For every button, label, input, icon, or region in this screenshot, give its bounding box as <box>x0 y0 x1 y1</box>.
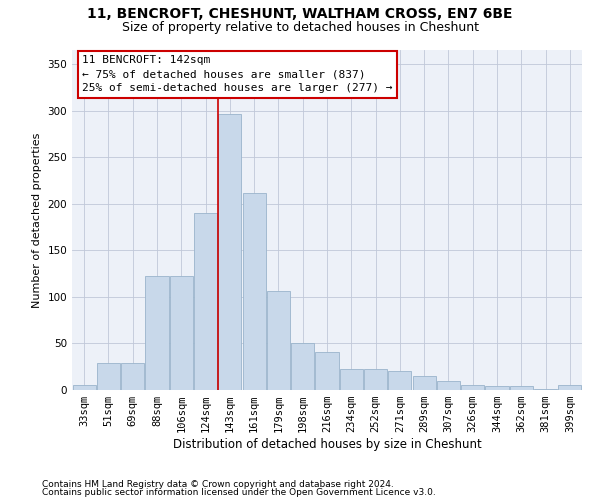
Bar <box>121 363 144 390</box>
Bar <box>194 213 217 390</box>
Bar <box>364 368 387 390</box>
Bar <box>559 386 581 390</box>
Bar <box>534 389 557 390</box>
Text: Size of property relative to detached houses in Cheshunt: Size of property relative to detached ho… <box>121 21 479 34</box>
Bar <box>73 386 95 390</box>
Text: 11, BENCROFT, CHESHUNT, WALTHAM CROSS, EN7 6BE: 11, BENCROFT, CHESHUNT, WALTHAM CROSS, E… <box>87 8 513 22</box>
Bar <box>485 386 509 390</box>
Bar <box>145 276 169 390</box>
X-axis label: Distribution of detached houses by size in Cheshunt: Distribution of detached houses by size … <box>173 438 481 451</box>
Bar <box>437 380 460 390</box>
Text: 11 BENCROFT: 142sqm
← 75% of detached houses are smaller (837)
25% of semi-detac: 11 BENCROFT: 142sqm ← 75% of detached ho… <box>82 55 392 93</box>
Bar <box>316 352 338 390</box>
Bar <box>291 344 314 390</box>
Bar <box>242 192 266 390</box>
Bar <box>170 276 193 390</box>
Bar <box>267 292 290 390</box>
Y-axis label: Number of detached properties: Number of detached properties <box>32 132 42 308</box>
Bar <box>510 386 533 390</box>
Bar <box>413 376 436 390</box>
Bar <box>97 363 120 390</box>
Bar <box>388 372 412 390</box>
Bar <box>461 386 484 390</box>
Bar <box>340 368 363 390</box>
Text: Contains HM Land Registry data © Crown copyright and database right 2024.: Contains HM Land Registry data © Crown c… <box>42 480 394 489</box>
Bar <box>218 114 241 390</box>
Text: Contains public sector information licensed under the Open Government Licence v3: Contains public sector information licen… <box>42 488 436 497</box>
